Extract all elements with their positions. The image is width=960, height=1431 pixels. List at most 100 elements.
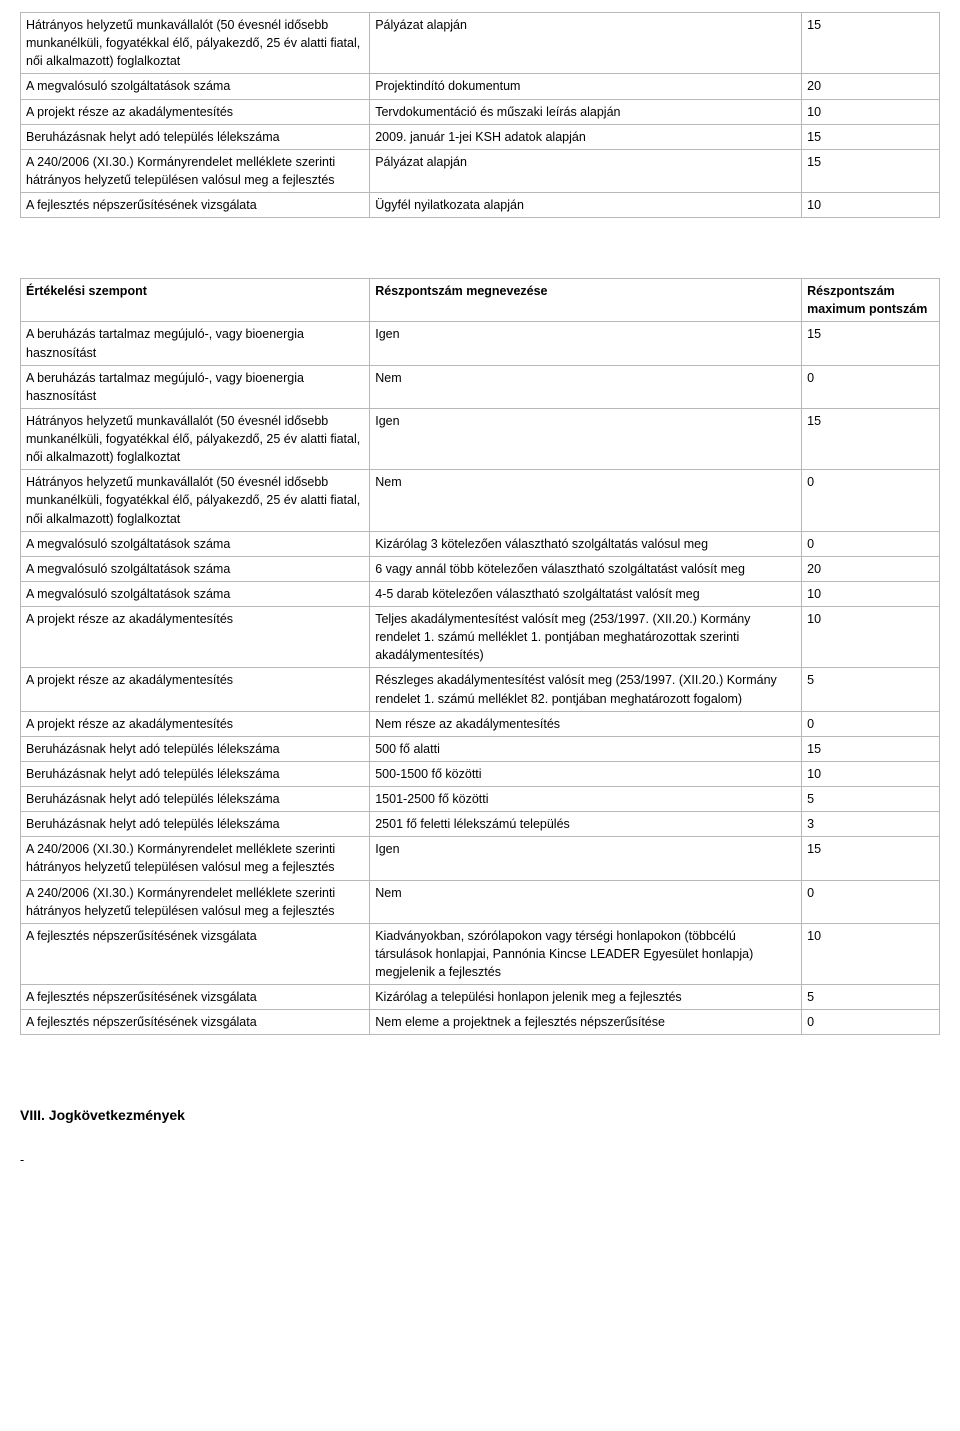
- score-cell: 5: [802, 668, 940, 711]
- criteria-cell: A megvalósuló szolgáltatások száma: [21, 74, 370, 99]
- subscore-name-cell: 500-1500 fő közötti: [370, 761, 802, 786]
- score-cell: 15: [802, 837, 940, 880]
- criteria-cell: Beruházásnak helyt adó település léleksz…: [21, 736, 370, 761]
- basis-cell: Pályázat alapján: [370, 149, 802, 192]
- score-cell: 0: [802, 531, 940, 556]
- table-row: A fejlesztés népszerűsítésének vizsgálat…: [21, 193, 940, 218]
- table-row: A beruházás tartalmaz megújuló-, vagy bi…: [21, 322, 940, 365]
- table-row: Beruházásnak helyt adó település léleksz…: [21, 812, 940, 837]
- criteria-cell: A fejlesztés népszerűsítésének vizsgálat…: [21, 985, 370, 1010]
- subscore-name-cell: Nem: [370, 365, 802, 408]
- criteria-cell: A beruházás tartalmaz megújuló-, vagy bi…: [21, 322, 370, 365]
- section-heading-consequences: VIII. Jogkövetkezmények: [20, 1105, 940, 1125]
- subscore-name-cell: Nem eleme a projektnek a fejlesztés néps…: [370, 1010, 802, 1035]
- subscore-name-cell: 4-5 darab kötelezően választható szolgál…: [370, 581, 802, 606]
- score-cell: 15: [802, 124, 940, 149]
- table-row: Hátrányos helyzetű munkavállalót (50 éve…: [21, 470, 940, 531]
- table-row: A projekt része az akadálymentesítés Rés…: [21, 668, 940, 711]
- score-cell: 15: [802, 149, 940, 192]
- criteria-cell: A megvalósuló szolgáltatások száma: [21, 531, 370, 556]
- subscore-name-cell: Nem: [370, 470, 802, 531]
- score-cell: 5: [802, 985, 940, 1010]
- score-cell: 10: [802, 923, 940, 984]
- basis-cell: Tervdokumentáció és műszaki leírás alapj…: [370, 99, 802, 124]
- table-row: Beruházásnak helyt adó település léleksz…: [21, 787, 940, 812]
- criteria-cell: Beruházásnak helyt adó település léleksz…: [21, 812, 370, 837]
- criteria-cell: A fejlesztés népszerűsítésének vizsgálat…: [21, 923, 370, 984]
- criteria-cell: Beruházásnak helyt adó település léleksz…: [21, 124, 370, 149]
- criteria-cell: A fejlesztés népszerűsítésének vizsgálat…: [21, 1010, 370, 1035]
- score-cell: 10: [802, 607, 940, 668]
- subscore-name-cell: Kizárólag a települési honlapon jelenik …: [370, 985, 802, 1010]
- score-cell: 10: [802, 581, 940, 606]
- subscore-name-cell: Igen: [370, 837, 802, 880]
- subscore-name-cell: Kizárólag 3 kötelezően választható szolg…: [370, 531, 802, 556]
- score-cell: 0: [802, 470, 940, 531]
- table-row: A 240/2006 (XI.30.) Kormányrendelet mell…: [21, 880, 940, 923]
- table-row: A fejlesztés népszerűsítésének vizsgálat…: [21, 985, 940, 1010]
- criteria-cell: A projekt része az akadálymentesítés: [21, 99, 370, 124]
- criteria-cell: Beruházásnak helyt adó település léleksz…: [21, 761, 370, 786]
- table-row: Hátrányos helyzetű munkavállalót (50 éve…: [21, 408, 940, 469]
- criteria-cell: Hátrányos helyzetű munkavállalót (50 éve…: [21, 13, 370, 74]
- criteria-cell: A 240/2006 (XI.30.) Kormányrendelet mell…: [21, 149, 370, 192]
- table-row: A projekt része az akadálymentesítés Ter…: [21, 99, 940, 124]
- subscore-name-cell: Nem: [370, 880, 802, 923]
- criteria-cell: A fejlesztés népszerűsítésének vizsgálat…: [21, 193, 370, 218]
- table-row: A beruházás tartalmaz megújuló-, vagy bi…: [21, 365, 940, 408]
- table-row: A 240/2006 (XI.30.) Kormányrendelet mell…: [21, 149, 940, 192]
- score-cell: 0: [802, 365, 940, 408]
- criteria-table-1: Hátrányos helyzetű munkavállalót (50 éve…: [20, 12, 940, 218]
- criteria-cell: Hátrányos helyzetű munkavállalót (50 éve…: [21, 408, 370, 469]
- criteria-cell: A megvalósuló szolgáltatások száma: [21, 581, 370, 606]
- header-criteria: Értékelési szempont: [21, 279, 370, 322]
- score-cell: 10: [802, 99, 940, 124]
- subscore-name-cell: 2501 fő feletti lélekszámú település: [370, 812, 802, 837]
- dash-placeholder: -: [20, 1151, 940, 1169]
- score-cell: 20: [802, 556, 940, 581]
- table-row: Beruházásnak helyt adó település léleksz…: [21, 736, 940, 761]
- subscore-name-cell: Teljes akadálymentesítést valósít meg (2…: [370, 607, 802, 668]
- criteria-cell: A beruházás tartalmaz megújuló-, vagy bi…: [21, 365, 370, 408]
- table-row: Beruházásnak helyt adó település léleksz…: [21, 761, 940, 786]
- criteria-cell: A projekt része az akadálymentesítés: [21, 668, 370, 711]
- score-cell: 15: [802, 408, 940, 469]
- score-cell: 15: [802, 322, 940, 365]
- criteria-cell: A 240/2006 (XI.30.) Kormányrendelet mell…: [21, 880, 370, 923]
- table-row: Hátrányos helyzetű munkavállalót (50 éve…: [21, 13, 940, 74]
- subscore-name-cell: Igen: [370, 408, 802, 469]
- score-cell: 0: [802, 1010, 940, 1035]
- subscore-name-cell: Részleges akadálymentesítést valósít meg…: [370, 668, 802, 711]
- table-row: A projekt része az akadálymentesítés Nem…: [21, 711, 940, 736]
- subscore-name-cell: Kiadványokban, szórólapokon vagy térségi…: [370, 923, 802, 984]
- criteria-cell: Hátrányos helyzetű munkavállalót (50 éve…: [21, 470, 370, 531]
- score-cell: 15: [802, 13, 940, 74]
- table-header-row: Értékelési szempont Részpontszám megneve…: [21, 279, 940, 322]
- subscore-name-cell: 1501-2500 fő közötti: [370, 787, 802, 812]
- score-cell: 15: [802, 736, 940, 761]
- basis-cell: Projektindító dokumentum: [370, 74, 802, 99]
- table-row: A megvalósuló szolgáltatások száma Proje…: [21, 74, 940, 99]
- score-cell: 20: [802, 74, 940, 99]
- basis-cell: 2009. január 1-jei KSH adatok alapján: [370, 124, 802, 149]
- basis-cell: Pályázat alapján: [370, 13, 802, 74]
- score-cell: 0: [802, 711, 940, 736]
- table-row: A megvalósuló szolgáltatások száma 4-5 d…: [21, 581, 940, 606]
- subscore-name-cell: 500 fő alatti: [370, 736, 802, 761]
- criteria-cell: Beruházásnak helyt adó település léleksz…: [21, 787, 370, 812]
- subscore-name-cell: 6 vagy annál több kötelezően választható…: [370, 556, 802, 581]
- basis-cell: Ügyfél nyilatkozata alapján: [370, 193, 802, 218]
- header-subscore-name: Részpontszám megnevezése: [370, 279, 802, 322]
- criteria-cell: A projekt része az akadálymentesítés: [21, 607, 370, 668]
- subscore-name-cell: Nem része az akadálymentesítés: [370, 711, 802, 736]
- score-cell: 10: [802, 193, 940, 218]
- criteria-cell: A 240/2006 (XI.30.) Kormányrendelet mell…: [21, 837, 370, 880]
- table-row: A fejlesztés népszerűsítésének vizsgálat…: [21, 923, 940, 984]
- spacer: [20, 218, 940, 278]
- header-subscore-max: Részpontszám maximum pontszám: [802, 279, 940, 322]
- criteria-cell: A megvalósuló szolgáltatások száma: [21, 556, 370, 581]
- table-row: A projekt része az akadálymentesítés Tel…: [21, 607, 940, 668]
- criteria-table-2: Értékelési szempont Részpontszám megneve…: [20, 278, 940, 1035]
- subscore-name-cell: Igen: [370, 322, 802, 365]
- criteria-cell: A projekt része az akadálymentesítés: [21, 711, 370, 736]
